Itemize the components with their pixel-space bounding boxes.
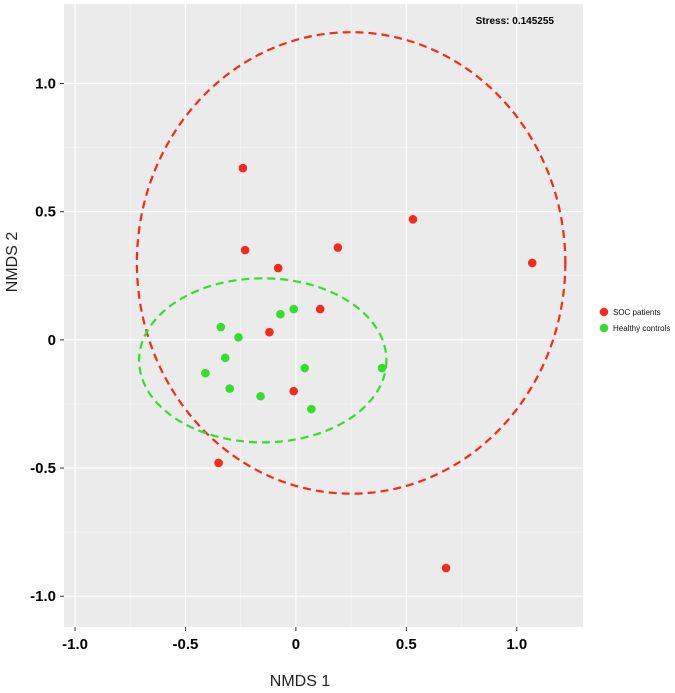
data-point [276, 309, 285, 319]
y-tick-label: -1.0 [30, 588, 56, 605]
x-axis-title: NMDS 1 [270, 673, 331, 690]
data-point [238, 163, 248, 173]
data-point [214, 458, 223, 468]
x-tick-label: 0.5 [396, 636, 417, 653]
y-tick-label: 0 [48, 332, 56, 349]
stress-annotation: Stress: 0.145255 [476, 16, 555, 27]
y-tick-label: 1.0 [35, 75, 56, 92]
data-point [225, 384, 234, 393]
data-point [300, 363, 310, 373]
data-point [240, 245, 250, 255]
legend-key [599, 307, 609, 317]
legend-label: Healthy controls [613, 324, 670, 333]
data-points [201, 163, 537, 573]
legend-key [599, 323, 609, 333]
data-point [234, 332, 243, 342]
confidence-ellipse [135, 31, 567, 495]
y-axis-title: NMDS 2 [4, 232, 21, 293]
data-point [201, 368, 210, 378]
grid-minor [64, 4, 583, 627]
data-point [527, 258, 537, 268]
data-point [265, 327, 274, 337]
y-tick-label: 0.5 [35, 204, 56, 221]
x-tick-label: 0 [292, 636, 300, 653]
x-tick-label: -1.0 [62, 636, 88, 653]
data-point [216, 322, 226, 332]
y-tick-label: -0.5 [30, 460, 56, 477]
data-point [315, 304, 325, 314]
data-point [307, 404, 316, 414]
y-axis-ticks: -1.0 -0.5 0 0.5 1.0 [30, 75, 64, 605]
plot-panel [64, 4, 583, 627]
legend: SOC patients Healthy controls [599, 307, 670, 333]
x-axis-ticks: -1.0 -0.5 0 0.5 1.0 [62, 627, 527, 653]
grid-major [64, 4, 583, 627]
data-point [377, 363, 387, 373]
data-point [333, 243, 343, 252]
data-point [289, 304, 298, 314]
data-point [408, 215, 418, 224]
data-point [273, 263, 283, 273]
legend-label: SOC patients [613, 308, 661, 317]
confidence-ellipses [135, 31, 567, 495]
data-point [256, 391, 265, 401]
data-point [441, 563, 451, 573]
data-point [289, 386, 298, 396]
x-tick-label: -0.5 [173, 636, 199, 653]
confidence-ellipse [137, 277, 388, 444]
data-point [220, 353, 230, 363]
x-tick-label: 1.0 [506, 636, 527, 653]
